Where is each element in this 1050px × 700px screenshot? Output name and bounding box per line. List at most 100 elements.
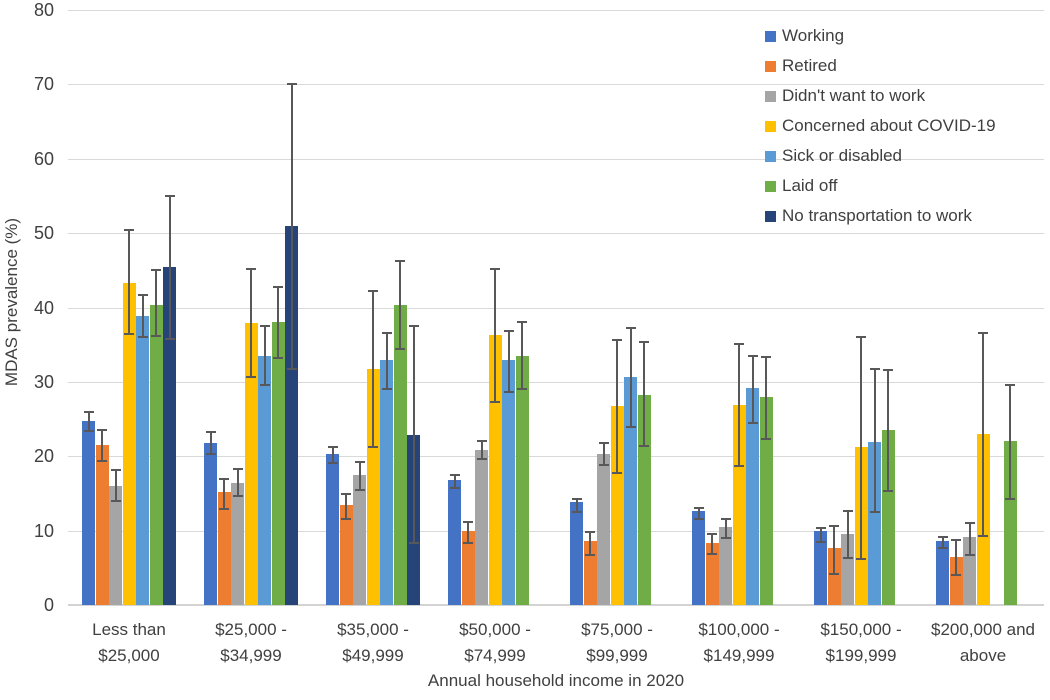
error-bar-cap-bottom: [842, 557, 853, 560]
error-bar-cap-bottom: [408, 542, 419, 545]
error-bar-cap-bottom: [747, 421, 758, 424]
bar-didn-t-want-to-work: [597, 454, 610, 605]
error-bar-cap-top: [246, 267, 256, 270]
bar-sick-or-disabled: [502, 360, 515, 605]
bar-didn-t-want-to-work: [719, 526, 732, 605]
bar-laid-off: [637, 395, 651, 605]
legend-swatch: [765, 150, 776, 162]
error-bar: [521, 321, 523, 389]
y-gridline: [68, 307, 1044, 309]
x-category-label: $50,000 - $74,999: [434, 617, 556, 669]
y-gridline: [68, 10, 1044, 11]
error-bar-cap-top: [517, 320, 527, 323]
bar-didn-t-want-to-work: [963, 536, 976, 605]
error-bar: [399, 261, 401, 350]
error-bar: [941, 537, 944, 549]
y-tick-label: 0: [43, 595, 54, 615]
error-bar: [372, 291, 374, 448]
legend-item: Retired: [765, 51, 996, 81]
error-bar-cap-top: [503, 329, 514, 332]
bar-laid-off: [515, 355, 529, 605]
bar-working: [204, 442, 217, 605]
error-bar-cap-top: [829, 525, 839, 528]
x-category-label-line: $99,999: [586, 646, 648, 665]
error-bar: [629, 327, 632, 428]
y-tick-label: 60: [33, 148, 54, 169]
legend-label: No transportation to work: [782, 206, 972, 225]
bar-didn-t-want-to-work: [231, 483, 244, 605]
error-bar-cap-bottom: [327, 461, 338, 464]
bar-working: [814, 531, 827, 605]
error-bar: [738, 343, 740, 466]
error-bar-cap-top: [747, 354, 758, 357]
error-bar-cap-top: [137, 293, 148, 296]
error-bar-cap-bottom: [137, 336, 148, 339]
bar-sick-or-disabled: [624, 377, 637, 605]
error-bar-cap-top: [381, 331, 392, 334]
error-bar: [968, 523, 971, 556]
legend-item: Didn't want to work: [765, 81, 996, 111]
bar-laid-off: [759, 396, 773, 605]
x-category-label-line: $200,000 and: [931, 620, 1035, 639]
error-bar-cap-top: [124, 229, 134, 232]
error-bar-cap-top: [97, 429, 107, 432]
error-bar-cap-top: [341, 493, 351, 496]
error-bar: [873, 369, 876, 513]
error-bar: [697, 507, 700, 519]
error-bar-cap-bottom: [503, 390, 514, 393]
bar-working: [570, 502, 583, 605]
x-category-label-line: $25,000: [98, 646, 160, 665]
error-bar: [223, 479, 225, 510]
x-axis-line: [68, 604, 1044, 606]
error-bar: [290, 84, 293, 370]
error-bar-cap-bottom: [937, 547, 948, 550]
y-gridline: [68, 381, 1044, 383]
error-bar: [1009, 384, 1011, 499]
error-bar-cap-bottom: [463, 541, 473, 544]
legend-label: Working: [782, 26, 845, 45]
error-bar-cap-top: [83, 410, 94, 413]
bar-sick-or-disabled: [136, 316, 149, 605]
bar-sick-or-disabled: [868, 442, 881, 605]
error-bar: [846, 511, 849, 559]
error-bar-cap-bottom: [964, 554, 975, 557]
x-category-label-line: $25,000 -: [215, 620, 287, 639]
error-bar: [507, 330, 510, 392]
error-bar-cap-bottom: [354, 488, 365, 491]
y-tick-label: 40: [33, 297, 54, 318]
error-bar-cap-top: [476, 439, 487, 442]
error-bar-cap-bottom: [693, 517, 704, 520]
x-category-label-line: $100,000 -: [698, 620, 780, 639]
bar-laid-off: [393, 305, 407, 605]
error-bar-cap-top: [327, 446, 338, 449]
error-bar: [168, 195, 171, 340]
x-category-label-line: $149,999: [703, 646, 775, 665]
x-category-label: $100,000 - $149,999: [678, 617, 800, 669]
bar-laid-off: [881, 430, 895, 605]
x-axis-title: Annual household income in 2020: [427, 671, 685, 690]
error-bar-cap-bottom: [286, 368, 297, 371]
bar-didn-t-want-to-work: [841, 534, 854, 605]
bar-retired: [705, 543, 719, 605]
error-bar-cap-top: [625, 326, 636, 329]
bar-concerned-about-covid-19: [244, 323, 258, 605]
bar-concerned-about-covid-19: [366, 369, 380, 605]
error-bar: [982, 332, 984, 536]
bar-working: [692, 510, 705, 605]
error-bar-cap-top: [232, 467, 243, 470]
x-category-label-line: $199,999: [825, 646, 897, 665]
legend-item: Sick or disabled: [765, 141, 996, 171]
bar-laid-off: [149, 305, 163, 605]
error-bar-cap-top: [869, 368, 880, 371]
error-bar-cap-top: [571, 497, 582, 500]
bar-no-transportation-to-work: [285, 226, 298, 605]
error-bar: [711, 533, 713, 554]
plot-area: [68, 10, 1044, 606]
y-gridline: [68, 84, 1044, 86]
error-bar: [860, 336, 862, 559]
error-bar-cap-top: [449, 473, 460, 476]
error-bar: [345, 494, 347, 519]
bar-working: [448, 480, 461, 605]
error-bar: [358, 462, 361, 490]
